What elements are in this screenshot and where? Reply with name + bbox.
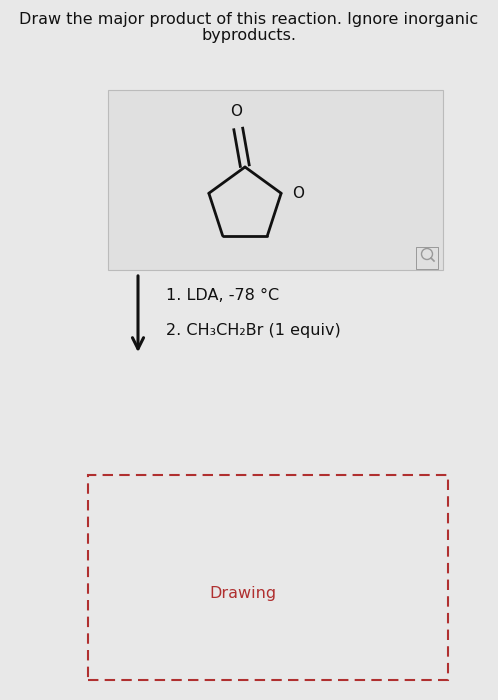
Bar [416, 247, 438, 269]
Text: 1. LDA, -78 °C: 1. LDA, -78 °C [166, 288, 279, 302]
Bar [108, 90, 443, 270]
Text: Drawing: Drawing [209, 587, 276, 601]
Text: O: O [230, 104, 242, 118]
Text: O: O [292, 186, 304, 201]
Bar [88, 475, 448, 680]
Text: 2. CH₃CH₂Br (1 equiv): 2. CH₃CH₂Br (1 equiv) [166, 323, 341, 337]
Text: byproducts.: byproducts. [202, 28, 296, 43]
Text: Draw the major product of this reaction. Ignore inorganic: Draw the major product of this reaction.… [19, 12, 479, 27]
